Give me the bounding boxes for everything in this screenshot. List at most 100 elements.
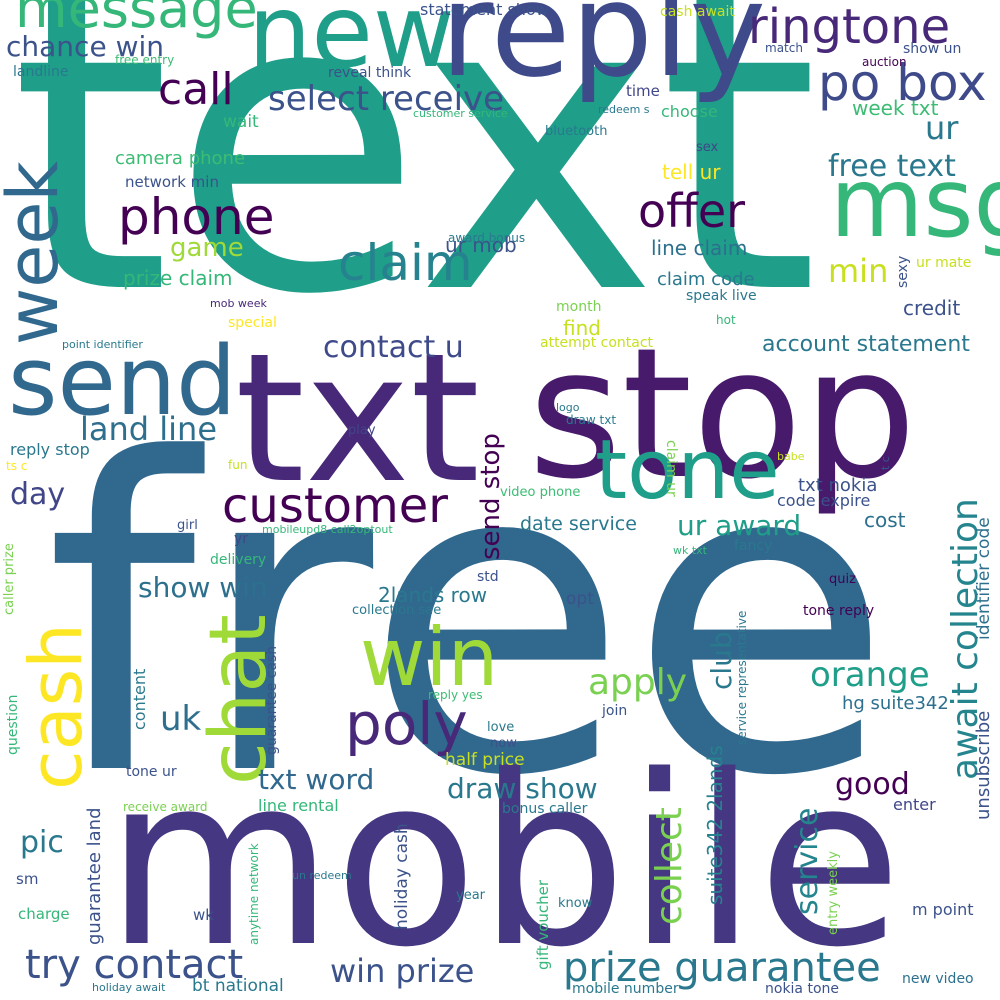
word-date-service: date service <box>520 513 637 535</box>
word-auction: auction <box>862 55 907 69</box>
word-girl: girl <box>177 518 198 533</box>
word-half-price: half price <box>445 750 525 770</box>
word-sexy: sexy <box>895 255 911 288</box>
word-claim: claim <box>338 234 473 292</box>
word-month: month <box>556 299 602 315</box>
word-collect: collect <box>649 807 690 925</box>
word-chance-win: chance win <box>6 30 164 63</box>
word-holiday-await: holiday await <box>92 981 166 994</box>
word-logo: logo <box>556 401 580 414</box>
word-tell-ur: tell ur <box>662 160 721 184</box>
word-nokia-tone: nokia tone <box>765 981 840 997</box>
word-question: question <box>5 694 21 755</box>
word-txt-nokia: txt nokia <box>798 475 878 496</box>
word-play: play <box>348 423 376 438</box>
word-prize-guarantee: prize guarantee <box>563 945 881 991</box>
word-delivery: delivery <box>210 552 267 568</box>
word-try-contact: try contact <box>25 942 244 988</box>
word-babe: babe <box>777 450 805 463</box>
word-ur-award: ur award <box>677 509 802 542</box>
word-ur: ur <box>925 109 959 147</box>
word-draw-txt: draw txt <box>566 413 617 427</box>
word-text: text <box>10 0 820 384</box>
word-video-phone: video phone <box>500 485 581 500</box>
word-orange: orange <box>810 655 930 695</box>
word-game: game <box>170 233 244 263</box>
word-ts-c: ts c <box>6 459 28 473</box>
word-entry-weekly: entry weekly <box>826 851 841 935</box>
word-stop: stop <box>528 310 917 519</box>
word-sm: sm <box>16 870 39 888</box>
word-identifier-code: identifier code <box>974 517 994 640</box>
word-landline: landline <box>13 64 69 80</box>
word-customer: customer <box>222 478 449 534</box>
word-m-point: m point <box>912 900 974 919</box>
word-reply-stop: reply stop <box>10 440 90 459</box>
word-quiz: quiz <box>829 572 856 587</box>
word-cash-await: cash await <box>660 4 735 20</box>
word-guarantee-cash: guarantee cash <box>264 645 280 755</box>
word-point-identifier: point identifier <box>62 338 143 351</box>
word-enter: enter <box>893 795 936 814</box>
word-network-min: network min <box>125 173 219 191</box>
word-reply: reply <box>440 0 767 106</box>
word-phone: phone <box>118 188 275 246</box>
word-txt-word: txt word <box>258 763 375 796</box>
word-special: special <box>228 315 277 331</box>
word-pic: pic <box>20 825 64 860</box>
word-txt: txt <box>235 315 480 522</box>
word-win: win <box>360 611 499 704</box>
word-week: week <box>0 161 74 345</box>
word-credit: credit <box>903 296 961 320</box>
word-message: message <box>15 0 258 40</box>
word-bonus-caller: bonus caller <box>502 801 588 817</box>
word-account-statement: account statement <box>762 332 970 357</box>
word-mob-week: mob week <box>210 297 267 310</box>
word-new: new <box>248 0 455 90</box>
word-bluetooth: bluetooth <box>545 124 608 139</box>
word-content: content <box>130 668 149 730</box>
word-t-c: t c <box>879 456 892 470</box>
word-call: call <box>158 64 234 115</box>
word-good: good <box>835 767 910 802</box>
word-ur-mob: ur mob <box>445 233 517 257</box>
word-free-text: free text <box>828 149 956 184</box>
word-gift-voucher: gift voucher <box>534 879 552 970</box>
word-line-rental: line rental <box>258 796 339 815</box>
word-time: time <box>626 82 660 100</box>
word-hg-suite342: hg suite342 <box>842 693 949 714</box>
word-attempt-contact: attempt contact <box>540 335 654 351</box>
word-mobile-number: mobile number <box>572 981 679 997</box>
word-speak-live: speak live <box>686 288 757 304</box>
word-show-un: show un <box>903 41 962 57</box>
word-guarantee-land: guarantee land <box>84 807 105 946</box>
word-day: day <box>10 477 66 512</box>
word-now: now <box>490 736 517 751</box>
word-poly: poly <box>345 690 468 758</box>
word-year: year <box>456 888 486 903</box>
word-cost: cost <box>864 508 906 532</box>
word-tone-reply: tone reply <box>803 603 875 619</box>
word-choose: choose <box>661 102 718 121</box>
word-fun: fun <box>228 458 248 472</box>
word-min: min <box>828 252 889 290</box>
word-club: club <box>705 631 738 690</box>
word-holiday-cash: holiday cash <box>392 823 412 930</box>
word-apply: apply <box>588 662 688 703</box>
word-tone: tone <box>595 423 780 518</box>
word-find: find <box>563 316 601 340</box>
word-contact-u: contact u <box>323 330 464 365</box>
word-unsubscribe: unsubscribe <box>973 710 994 820</box>
word-redeem-s: redeem s <box>598 103 650 116</box>
word-show-win: show win <box>138 571 268 604</box>
word-msg: msg <box>830 147 1000 259</box>
word-reveal-think: reveal think <box>328 65 412 81</box>
word-bt-national: bt national <box>192 976 284 996</box>
word-ur-mate: ur mate <box>916 255 972 271</box>
word-uk: uk <box>160 699 202 739</box>
word-new-video: new video <box>902 971 974 987</box>
word-free-entry: free entry <box>115 53 175 67</box>
word-statement-show: statement show <box>420 0 549 19</box>
word-wk: wk <box>193 906 214 924</box>
